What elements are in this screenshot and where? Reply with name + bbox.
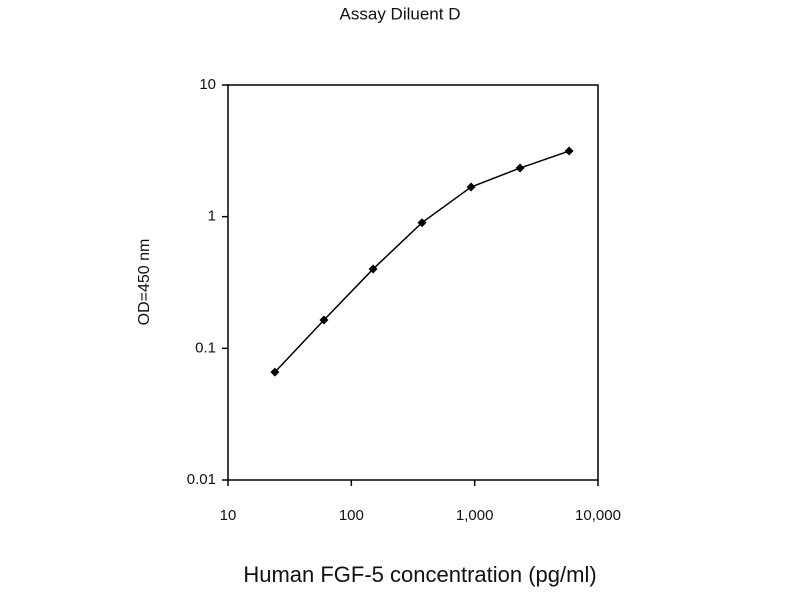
x-tick-label: 100 — [339, 507, 364, 524]
x-axis-label: Human FGF-5 concentration (pg/ml) — [243, 562, 596, 587]
data-point — [515, 163, 525, 173]
data-point — [417, 218, 427, 228]
y-tick-label: 0.1 — [195, 339, 216, 356]
y-axis-label: OD=450 nm — [136, 239, 153, 326]
y-tick-label: 10 — [199, 76, 216, 93]
data-point — [319, 315, 329, 325]
chart-title: Assay Diluent D — [340, 4, 461, 23]
y-tick-label: 1 — [208, 208, 216, 225]
y-tick-label: 0.01 — [187, 471, 216, 488]
data-point — [270, 367, 280, 377]
plot-frame — [227, 84, 599, 481]
x-tick-label: 10,000 — [575, 507, 621, 524]
data-point — [368, 264, 378, 274]
data-point — [564, 146, 574, 156]
x-tick-label: 10 — [220, 507, 237, 524]
x-tick-label: 1,000 — [456, 507, 494, 524]
data-point — [466, 182, 476, 192]
